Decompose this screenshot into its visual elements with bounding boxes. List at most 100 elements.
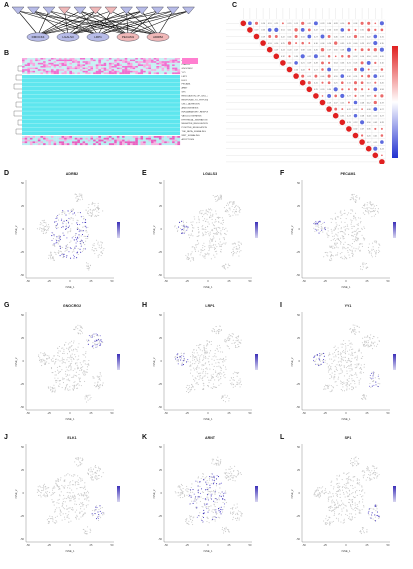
heatmap-cell — [32, 141, 36, 144]
tsne-cell-point — [54, 363, 56, 365]
heatmap-cell — [93, 59, 96, 62]
tsne-cell-point — [37, 486, 39, 488]
tsne-cell-point — [94, 248, 96, 250]
tsne-cell-point — [367, 246, 369, 249]
heatmap-cell — [35, 136, 38, 138]
correlation-value: 0.31 — [307, 23, 311, 25]
correlation-dot — [346, 47, 351, 52]
tsne-cell-point — [212, 356, 214, 358]
tsne-cell-point — [193, 216, 195, 218]
heatmap-cell — [37, 72, 41, 75]
tsne-cell-point — [210, 238, 212, 241]
tsne-cell-point — [86, 231, 88, 233]
tsne-cell-point — [334, 244, 336, 246]
tsne-cell-point — [214, 520, 216, 522]
tsne-cell-point — [190, 490, 192, 492]
heatmap-cell — [140, 62, 144, 65]
correlation-value: 0.11 — [308, 76, 312, 78]
heatmap-cell — [64, 141, 67, 144]
correlation-dot — [268, 35, 272, 38]
heatmap-cell — [87, 139, 91, 142]
tsne-cell-point — [45, 229, 47, 231]
tsne-cell-point — [336, 246, 338, 248]
tsne-cell-point — [239, 386, 241, 388]
tsne-cell-point — [78, 384, 80, 386]
tsne-cell-point — [72, 384, 74, 386]
tsne-cell-point — [370, 377, 372, 379]
tsne-cell-point — [342, 383, 344, 386]
tsne-cell-point — [212, 483, 214, 485]
tsne-cell-point — [338, 224, 340, 226]
tsne-cell-point — [215, 464, 217, 466]
tsne-cell-point — [235, 476, 237, 478]
tsne-cell-point — [223, 207, 225, 209]
tsne-cell-point — [72, 370, 74, 372]
heatmap-cell — [64, 72, 67, 75]
tsne-cell-point — [185, 520, 187, 523]
tsne-cell-point — [202, 376, 204, 378]
tsne-cell-point — [208, 505, 210, 508]
tsne-cell-point — [349, 343, 351, 345]
tsne-cell-point — [227, 211, 229, 213]
tsne-cell-point — [239, 247, 241, 249]
tsne-cell-point — [70, 362, 72, 365]
tsne-cell-point — [379, 383, 381, 385]
tsne-cell-point — [228, 333, 230, 335]
heatmap-cell — [143, 69, 146, 71]
tsne-cell-point — [209, 477, 211, 479]
tsne-cell-point — [189, 372, 192, 374]
heatmap-cell — [169, 67, 173, 70]
tsne-cell-point — [100, 251, 102, 253]
heatmap-cell — [90, 139, 94, 142]
tsne-cell-point — [74, 234, 76, 237]
heatmap-cell — [129, 143, 133, 146]
tsne-cell-point — [69, 499, 71, 501]
correlation-dot — [380, 140, 384, 144]
tsne-cell-point — [343, 340, 345, 342]
tsne-cell-point — [50, 258, 52, 260]
tsne-cell-point — [214, 386, 217, 388]
tsne-cell-point — [178, 221, 181, 223]
tsne-cell-point — [363, 239, 365, 241]
tsne-cell-point — [59, 245, 61, 248]
tsne-cell-point — [363, 345, 365, 347]
tsne-cell-point — [200, 252, 202, 254]
network-gene-label: PECAM1 — [122, 35, 135, 39]
heatmap-cell — [158, 137, 162, 140]
heatmap-cell — [116, 69, 120, 71]
correlation-value: 0.14 — [288, 63, 292, 65]
correlation-dot — [333, 87, 338, 92]
tsne-cell-point — [64, 389, 66, 391]
tsne-cell-point — [195, 361, 197, 363]
tsne-cell-point — [218, 463, 220, 465]
tsne-cell-point — [371, 341, 373, 343]
tsne-cell-point — [233, 511, 235, 513]
tsne-cell-point — [314, 222, 316, 224]
tsne-cell-point — [78, 379, 80, 381]
correlation-value: 0.13 — [367, 83, 371, 85]
tsne-cell-point — [354, 380, 356, 382]
tsne-cell-point — [343, 258, 345, 260]
tsne-cell-point — [238, 251, 240, 253]
heatmap-cell — [53, 66, 57, 68]
tsne-cell-point — [343, 366, 345, 368]
tsne-cell-point — [348, 359, 350, 361]
tsne-cell-point — [335, 356, 337, 358]
tsne-cell-point — [355, 217, 357, 219]
tsne-cell-point — [77, 328, 79, 330]
tsne-x-tick: -50 — [164, 279, 168, 283]
tsne-cell-point — [217, 350, 219, 352]
tsne-cell-point — [335, 368, 337, 371]
correlation-value: 0.11 — [288, 30, 292, 32]
tsne-cell-point — [79, 512, 81, 514]
tsne-cell-point — [219, 347, 221, 349]
correlation-dot — [321, 95, 324, 97]
tsne-cell-point — [67, 375, 69, 377]
heatmap-cell — [27, 139, 30, 142]
tsne-cell-point — [320, 225, 322, 227]
expression-color-bar — [117, 354, 120, 370]
tsne-cell-point — [79, 223, 81, 226]
tsne-cell-point — [232, 201, 234, 203]
correlation-value: 0.13 — [354, 122, 358, 124]
tsne-cell-point — [58, 380, 60, 382]
